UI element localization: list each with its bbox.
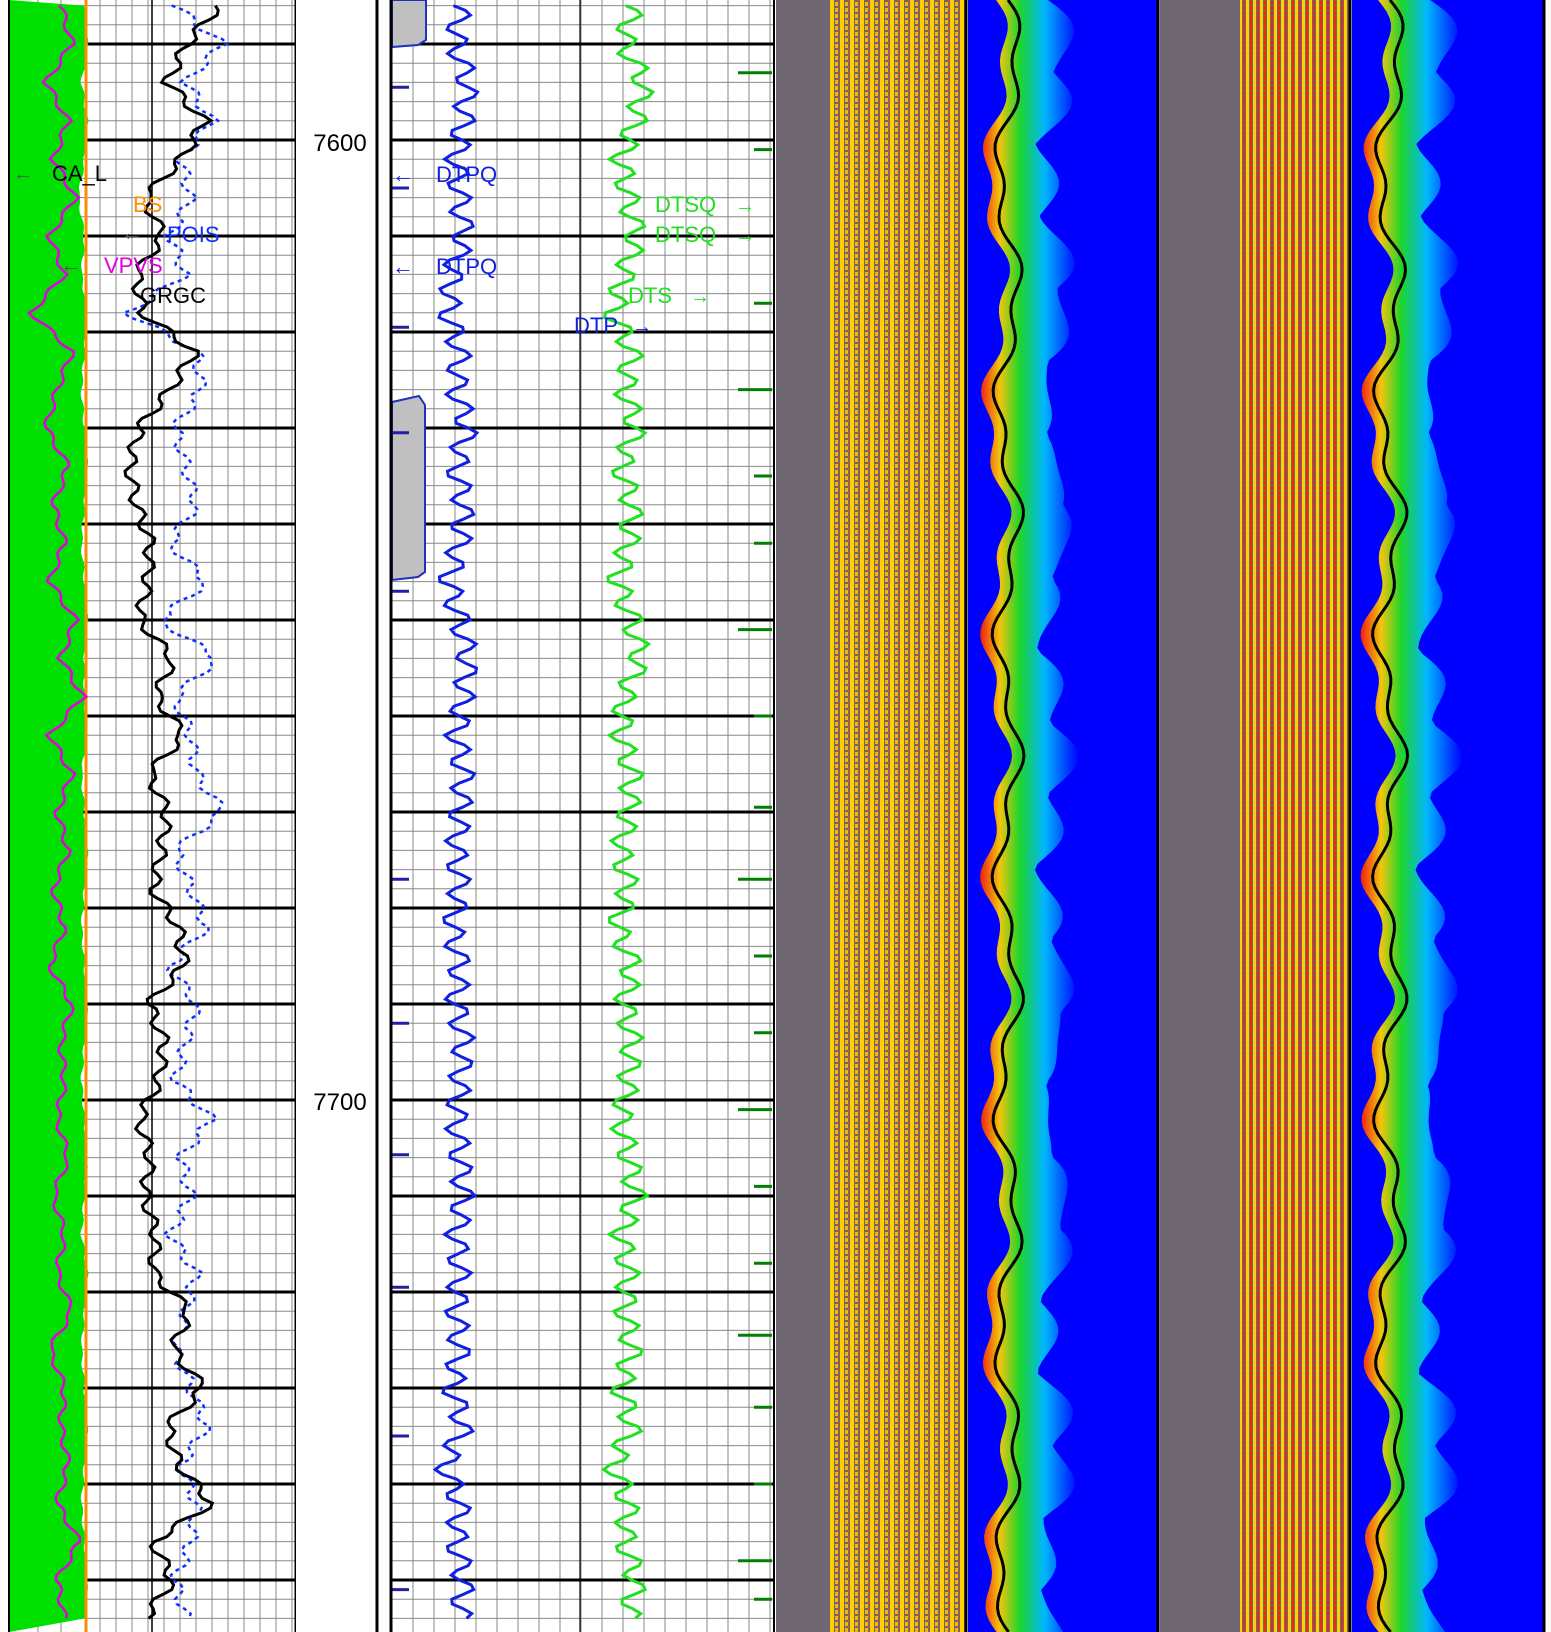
pois-curve [121,4,230,1619]
dtsq-label: DTSQ [655,192,716,217]
pois-label-arrow: ← [121,220,143,245]
dtsq-label-2: DTSQ [655,222,716,247]
depth-label-7700: 7700 [313,1089,366,1116]
vdl-1-waveforms [830,0,964,1632]
waveform-vdl-track-2 [1160,0,1352,1632]
dtpq-label: DTPQ [436,162,497,187]
quality-flag-block [391,0,427,49]
vpvs-curve [27,4,89,1619]
waveform-vdl-track-1 [776,0,968,1632]
dtpq-label-arrow: ← [392,162,414,187]
depth-track: 7600 7700 [296,0,379,1632]
dtsq-label-arrow: → [735,195,755,217]
pois-label: POIS [167,222,220,247]
dtp-label-arrow: → [632,316,652,338]
depth-track-background [296,0,377,1632]
cal-label-arrow: ← [13,163,33,185]
coherence-track-2 [1352,0,1546,1632]
coherence-1-band [980,0,1079,1632]
dtp-label: DTP [574,313,618,338]
dts-curve [601,4,656,1620]
quality-flag-block [391,394,426,582]
depth-label-7600: 7600 [313,130,366,157]
dtpq-label-arrow: ← [392,254,414,279]
dtpq-label-2: DTPQ [436,254,497,279]
vdl-2-waveforms [1240,0,1348,1632]
dtsq-flag-ticks [738,71,772,1601]
dtsq-label-arrow: → [735,225,755,247]
coherence-2-slowness-curve [1371,0,1410,1632]
coherence-1-slowness-curve [990,0,1026,1632]
track-2: ← DTPQ ← DTPQ DTSQ → DTSQ → DTS → DTP → [389,0,775,1632]
grgc-curve [123,4,220,1620]
track-1: ← CA_L BS ← POIS ← VPVS GRGC [8,0,298,1632]
coherence-2-band [1360,0,1463,1632]
track-2-fine-grid [391,0,774,1632]
dtp-curve [432,4,480,1620]
caliper-fill [9,0,89,1632]
bs-label: BS [133,192,162,217]
grgc-label: GRGC [140,283,206,308]
vpvs-label-arrow: ← [60,252,82,277]
vpvs-label: VPVS [104,253,163,278]
dts-label: DTS [628,283,672,308]
dtpq-flag-ticks [392,85,409,1592]
dts-label-arrow: → [690,286,710,308]
cal-label: CA_L [52,161,107,186]
coherence-track-1 [968,0,1160,1632]
